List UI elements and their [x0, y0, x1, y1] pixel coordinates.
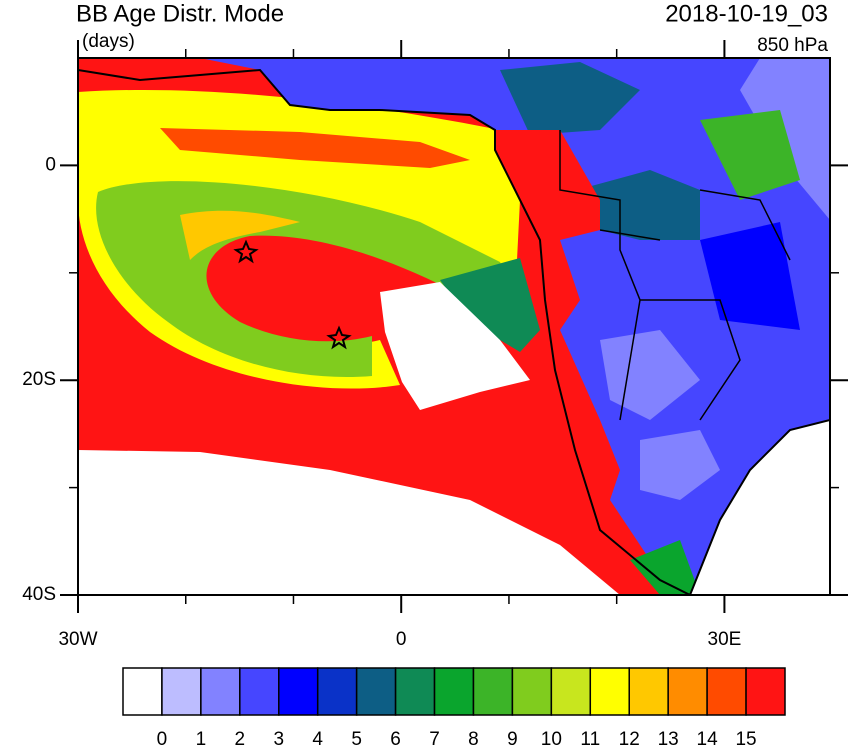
units: (days)	[82, 31, 135, 52]
y-tick-label: 0	[45, 154, 56, 175]
colorbar-box	[511, 667, 553, 716]
colorbar-label: 14	[697, 729, 719, 750]
borders	[559, 130, 791, 421]
colorbar-label: 8	[468, 729, 479, 750]
level: 850 hPa	[757, 35, 828, 56]
date: 2018-10-19_03	[665, 0, 828, 27]
coastline	[78, 68, 830, 595]
colorbar-box	[355, 667, 397, 716]
colorbar-box	[200, 667, 241, 716]
colorbar-box	[239, 667, 280, 716]
field-region	[495, 130, 690, 595]
field-region	[690, 420, 830, 595]
colorbar-box	[278, 667, 319, 716]
x-tick-label: 0	[396, 629, 407, 650]
colorbar: 0 1 2 3 4 5 6 7 8 9 10 11 12 13 14 15	[122, 667, 786, 750]
map-frame	[77, 57, 831, 596]
field-region	[600, 330, 700, 420]
field-region	[78, 450, 620, 595]
colorbar-box	[433, 667, 475, 716]
colorbar-box	[472, 667, 514, 716]
colorbar-box	[745, 667, 786, 716]
x-tick-label: 30W	[58, 629, 97, 650]
y-tick-label: 20S	[22, 369, 56, 390]
field-region	[440, 258, 540, 352]
colorbar-box	[628, 667, 669, 716]
colorbar-label: 12	[619, 729, 640, 750]
x-tick-label: 30E	[708, 629, 742, 650]
colorbar-box	[550, 667, 592, 716]
colorbar-label: 4	[312, 729, 323, 750]
field-region	[500, 62, 640, 135]
colorbar-label: 3	[273, 729, 284, 750]
field-region	[630, 540, 700, 595]
colorbar-label: 0	[157, 729, 168, 750]
colorbar-box	[161, 667, 202, 716]
field-region	[700, 110, 800, 200]
field-region	[640, 430, 720, 500]
site-marker	[326, 325, 352, 350]
colorbar-label: 15	[735, 729, 756, 750]
colorbar-label: 7	[429, 729, 440, 750]
colorbar-box	[706, 667, 747, 716]
field-region	[380, 282, 530, 410]
colorbar-label: 1	[196, 729, 207, 750]
title: BB Age Distr. Mode	[76, 0, 284, 27]
field-region	[700, 222, 800, 330]
field-region	[160, 128, 470, 168]
colorbar-label: 9	[507, 729, 518, 750]
map-field	[78, 58, 830, 595]
site-marker	[233, 239, 259, 264]
y-tick-label: 40S	[22, 584, 56, 605]
colorbar-label: 2	[235, 729, 246, 750]
colorbar-box	[394, 667, 436, 716]
colorbar-label: 5	[351, 729, 362, 750]
colorbar-box	[122, 667, 163, 716]
colorbar-box	[589, 667, 630, 716]
colorbar-label: 10	[541, 729, 562, 750]
colorbar-box	[316, 667, 358, 716]
colorbar-label: 11	[580, 729, 600, 750]
field-region	[180, 210, 300, 260]
colorbar-box	[667, 667, 708, 716]
axes: 30W 0 30E 0 20S 40S	[22, 40, 848, 650]
colorbar-label: 13	[658, 729, 679, 750]
colorbar-label: 6	[390, 729, 401, 750]
